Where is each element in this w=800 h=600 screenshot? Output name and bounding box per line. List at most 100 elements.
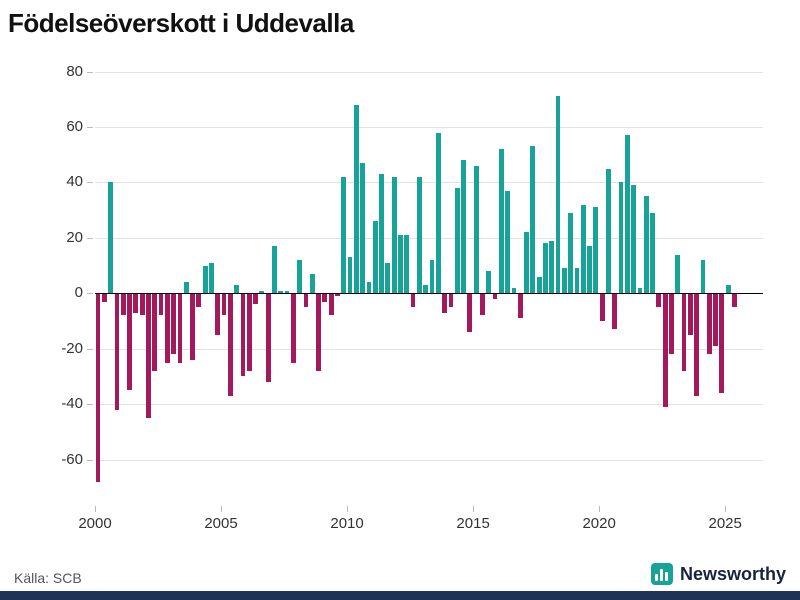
- y-axis-tick-mark: [87, 459, 93, 461]
- data-bar: [442, 293, 447, 313]
- data-bar: [234, 285, 240, 294]
- gridline: [95, 459, 763, 461]
- data-bar: [669, 293, 674, 355]
- data-bar: [656, 293, 662, 308]
- data-bar: [316, 293, 321, 371]
- data-bar: [227, 293, 233, 396]
- data-bar: [309, 273, 315, 294]
- data-bar: [480, 293, 485, 316]
- gridline: [95, 237, 763, 239]
- data-bar: [498, 149, 504, 294]
- y-axis-tick-label: 80: [66, 62, 83, 80]
- zero-axis-line: [95, 293, 763, 295]
- data-bar: [643, 196, 649, 294]
- data-bar: [391, 176, 397, 294]
- data-bar: [687, 293, 693, 335]
- data-bar: [700, 260, 706, 294]
- x-axis-tick-label: 2010: [330, 515, 364, 532]
- data-bar: [662, 293, 668, 407]
- data-bar: [536, 276, 542, 294]
- data-bar: [158, 293, 164, 316]
- data-bar: [290, 293, 296, 363]
- data-bar: [587, 246, 592, 294]
- y-axis-tick-label: -40: [61, 395, 83, 413]
- data-bar: [732, 293, 737, 308]
- x-axis-tick-label: 2000: [78, 515, 112, 532]
- chart-title: Födelseöverskott i Uddevalla: [8, 8, 354, 38]
- x-axis-tick-label: 2025: [708, 515, 742, 532]
- data-bar: [284, 290, 290, 294]
- y-axis-tick-mark: [87, 182, 93, 184]
- data-bar: [618, 182, 624, 294]
- data-bar: [108, 182, 113, 294]
- data-bar: [146, 293, 151, 419]
- data-bar: [606, 168, 611, 294]
- data-bar: [530, 146, 536, 294]
- data-bar: [543, 243, 548, 294]
- data-bar: [410, 293, 416, 308]
- y-axis-tick-label: -60: [61, 450, 83, 468]
- y-axis-tick-label: -20: [61, 339, 83, 357]
- y-axis-tick-label: 0: [74, 284, 83, 302]
- data-bar: [278, 290, 284, 294]
- data-bar: [372, 221, 378, 294]
- data-bar: [461, 160, 466, 294]
- y-axis-tick-label: 60: [66, 117, 83, 135]
- data-bar: [473, 165, 479, 294]
- gridline: [95, 182, 763, 184]
- x-axis-tick-label: 2015: [456, 515, 490, 532]
- y-axis-tick-label: 20: [66, 228, 83, 246]
- y-axis-tick-mark: [87, 293, 93, 295]
- data-bar: [398, 235, 403, 294]
- data-bar: [517, 293, 523, 319]
- data-bar: [505, 190, 511, 294]
- data-bar: [454, 187, 460, 294]
- data-bar: [631, 185, 637, 294]
- data-bar: [385, 262, 391, 294]
- data-bar: [246, 293, 252, 371]
- newsworthy-logo-text: Newsworthy: [679, 563, 786, 584]
- x-axis-tick-mark: [95, 506, 96, 512]
- data-bar: [133, 293, 139, 313]
- data-bar: [127, 293, 132, 391]
- y-axis-tick-mark: [87, 71, 93, 73]
- data-bar: [265, 293, 271, 383]
- data-bar: [297, 260, 303, 294]
- data-bar: [429, 260, 435, 294]
- data-bar: [719, 293, 725, 394]
- data-bar: [171, 293, 177, 355]
- x-axis-tick-mark: [473, 506, 475, 512]
- data-bar: [101, 293, 107, 302]
- data-bar: [713, 293, 718, 346]
- data-bar: [486, 271, 492, 294]
- data-bar: [253, 293, 258, 305]
- data-bar: [379, 174, 384, 294]
- x-axis-tick-mark: [347, 506, 349, 512]
- data-bar: [650, 212, 655, 294]
- data-bar: [202, 265, 208, 294]
- data-bar: [221, 293, 227, 316]
- source-attribution: Källa: SCB: [14, 570, 82, 586]
- data-bar: [120, 293, 126, 316]
- data-bar: [366, 282, 372, 294]
- data-bar: [259, 290, 265, 294]
- data-bar: [196, 293, 202, 308]
- gridline: [95, 404, 763, 406]
- birth-surplus-chart: Födelseöverskott i Uddevalla 80 60 40 20 0 -2…: [8, 8, 763, 532]
- data-bar: [574, 268, 580, 294]
- data-bar: [152, 293, 158, 371]
- y-axis-tick-mark: [87, 348, 93, 350]
- x-axis-tick-mark: [725, 506, 727, 512]
- data-bar: [624, 135, 630, 294]
- data-bar: [303, 293, 309, 308]
- data-bar: [341, 176, 347, 294]
- newsworthy-logo[interactable]: Newsworthy: [650, 563, 786, 585]
- data-bar: [448, 293, 454, 308]
- data-bar: [593, 207, 599, 294]
- bar-chart-icon: [650, 563, 673, 585]
- data-bar: [335, 293, 340, 297]
- data-bar: [568, 212, 574, 294]
- data-bar: [404, 235, 410, 294]
- x-axis-tick-mark: [599, 506, 601, 512]
- data-bar: [190, 293, 195, 360]
